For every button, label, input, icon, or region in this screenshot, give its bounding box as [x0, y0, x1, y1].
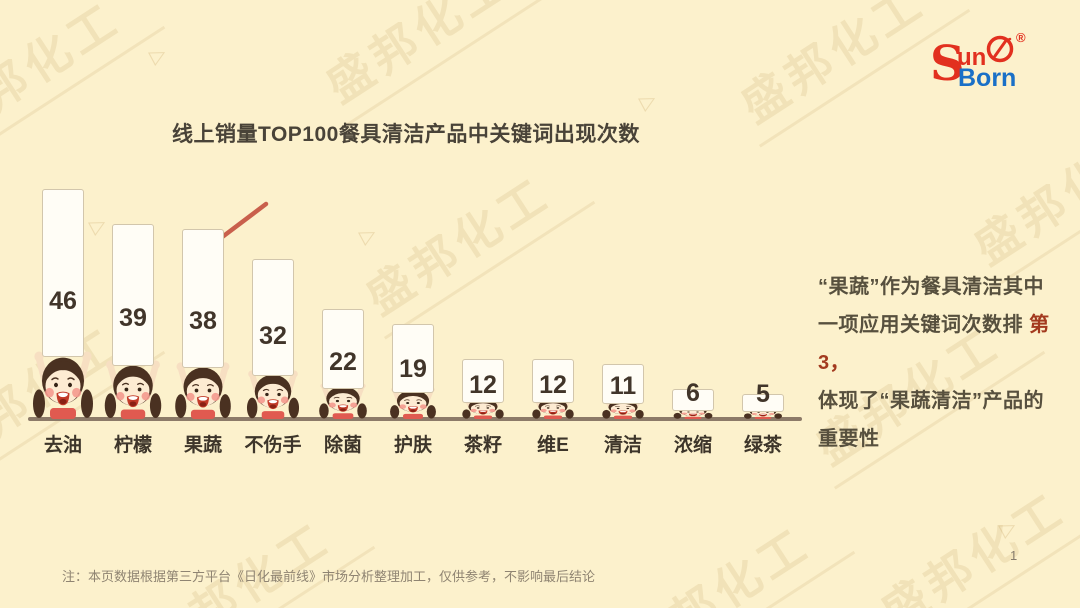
- sunborn-logo: S un ® Born: [930, 26, 1042, 94]
- insight-line-3-text: 体现了“果蔬清洁”产品的: [818, 390, 1044, 412]
- footnote: 注：本页数据根据第三方平台《日化最前线》市场分析整理加工，仅供参考，不影响最后结…: [62, 569, 596, 584]
- bar: 38: [182, 229, 224, 368]
- bar-category-label: 清洁: [603, 435, 642, 456]
- insight-line-1-text: “果蔬”作为餐具清洁其中: [818, 276, 1044, 298]
- insight-line-2: 一项应用关键词次数排 第3，: [818, 306, 1074, 382]
- bar-value: 11: [609, 372, 637, 400]
- bar-category-label: 去油: [43, 435, 82, 456]
- insight-line-4-text: 重要性: [818, 428, 880, 450]
- logo-letter-s: S: [930, 36, 965, 92]
- bar-column: 19: [379, 324, 447, 419]
- logo-word-born: Born: [958, 64, 1017, 92]
- bar-column: 39: [99, 224, 167, 419]
- chart-title: 线上销量TOP100餐具清洁产品中关键词出现次数: [172, 123, 640, 146]
- bar: 22: [322, 309, 364, 389]
- insight-line-4: 重要性: [818, 420, 1074, 458]
- girl-character-illustration: [319, 383, 367, 419]
- bar-column: 6: [659, 381, 727, 419]
- bar-value: 32: [259, 322, 287, 350]
- bar: 12: [532, 359, 574, 403]
- bar: 5: [742, 382, 784, 412]
- bar-column: 5: [729, 382, 797, 419]
- bar-category-label: 柠檬: [113, 435, 152, 456]
- bar: 11: [602, 364, 644, 404]
- girl-character-illustration: [33, 351, 93, 419]
- registered-trademark-icon: ®: [1016, 30, 1026, 45]
- bar-value: 22: [329, 348, 357, 376]
- bar-column: 12: [449, 359, 517, 419]
- bar-value: 46: [49, 287, 77, 315]
- bar-category-label: 茶籽: [463, 435, 502, 456]
- bar-column: 38: [169, 229, 237, 419]
- bar: 39: [112, 224, 154, 366]
- bar: 19: [392, 324, 434, 393]
- bar-column: 11: [589, 364, 657, 419]
- insight-line-3: 体现了“果蔬清洁”产品的: [818, 382, 1074, 420]
- bar-column: 22: [309, 309, 377, 419]
- bar-value: 38: [189, 307, 217, 335]
- bar-column: 46: [29, 189, 97, 419]
- bar: 6: [672, 381, 714, 411]
- girl-character-illustration: [175, 362, 231, 419]
- insight-line-1: “果蔬”作为餐具清洁其中: [818, 268, 1074, 306]
- logo-word-sun: un: [957, 44, 987, 71]
- bar-value: 39: [119, 304, 147, 332]
- bar-category-label: 果蔬: [183, 435, 222, 456]
- bar-category-label: 除菌: [323, 435, 362, 456]
- bar-column: 32: [239, 259, 307, 419]
- bar-category-label: 浓缩: [673, 435, 712, 456]
- insight-rank-highlight: 第3，: [818, 314, 1050, 374]
- insight-text: “果蔬”作为餐具清洁其中 一项应用关键词次数排 第3， 体现了“果蔬清洁”产品的…: [818, 268, 1074, 458]
- bar-value: 12: [469, 371, 497, 399]
- bar-value: 12: [539, 371, 567, 399]
- bar: 12: [462, 359, 504, 403]
- bar-value: 6: [686, 379, 700, 407]
- girl-character-illustration: [246, 370, 300, 419]
- page-number: 1: [1010, 548, 1018, 563]
- bar-value: 19: [399, 355, 427, 383]
- bar-value: 5: [756, 380, 770, 408]
- bar: 46: [42, 189, 84, 357]
- bar-category-label: 不伤手: [244, 435, 302, 456]
- chart-baseline: [28, 417, 802, 421]
- bar-category-label: 绿茶: [743, 435, 782, 456]
- bar-category-label: 维E: [537, 435, 569, 456]
- sun-circle-logo-icon: [986, 35, 1014, 63]
- bar: 32: [252, 259, 294, 376]
- insight-line-2-text: 一项应用关键词次数排: [818, 314, 1030, 336]
- bar-column: 12: [519, 359, 587, 419]
- bar-category-label: 护肤: [393, 435, 432, 456]
- girl-character-illustration: [104, 360, 162, 419]
